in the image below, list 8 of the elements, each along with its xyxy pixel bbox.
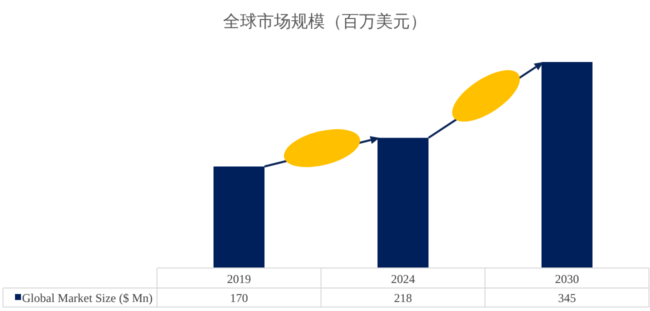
legend-label: Global Market Size ($ Mn) (22, 291, 153, 305)
x-tick-label: 2024 (391, 272, 415, 286)
x-tick-label: 2030 (555, 272, 579, 286)
data-label: 170 (230, 291, 248, 305)
chart-title: 全球市场规模（百万美元） (223, 12, 427, 31)
x-tick-label: 2019 (227, 272, 251, 286)
data-label: 218 (394, 291, 412, 305)
data-label: 345 (558, 291, 576, 305)
